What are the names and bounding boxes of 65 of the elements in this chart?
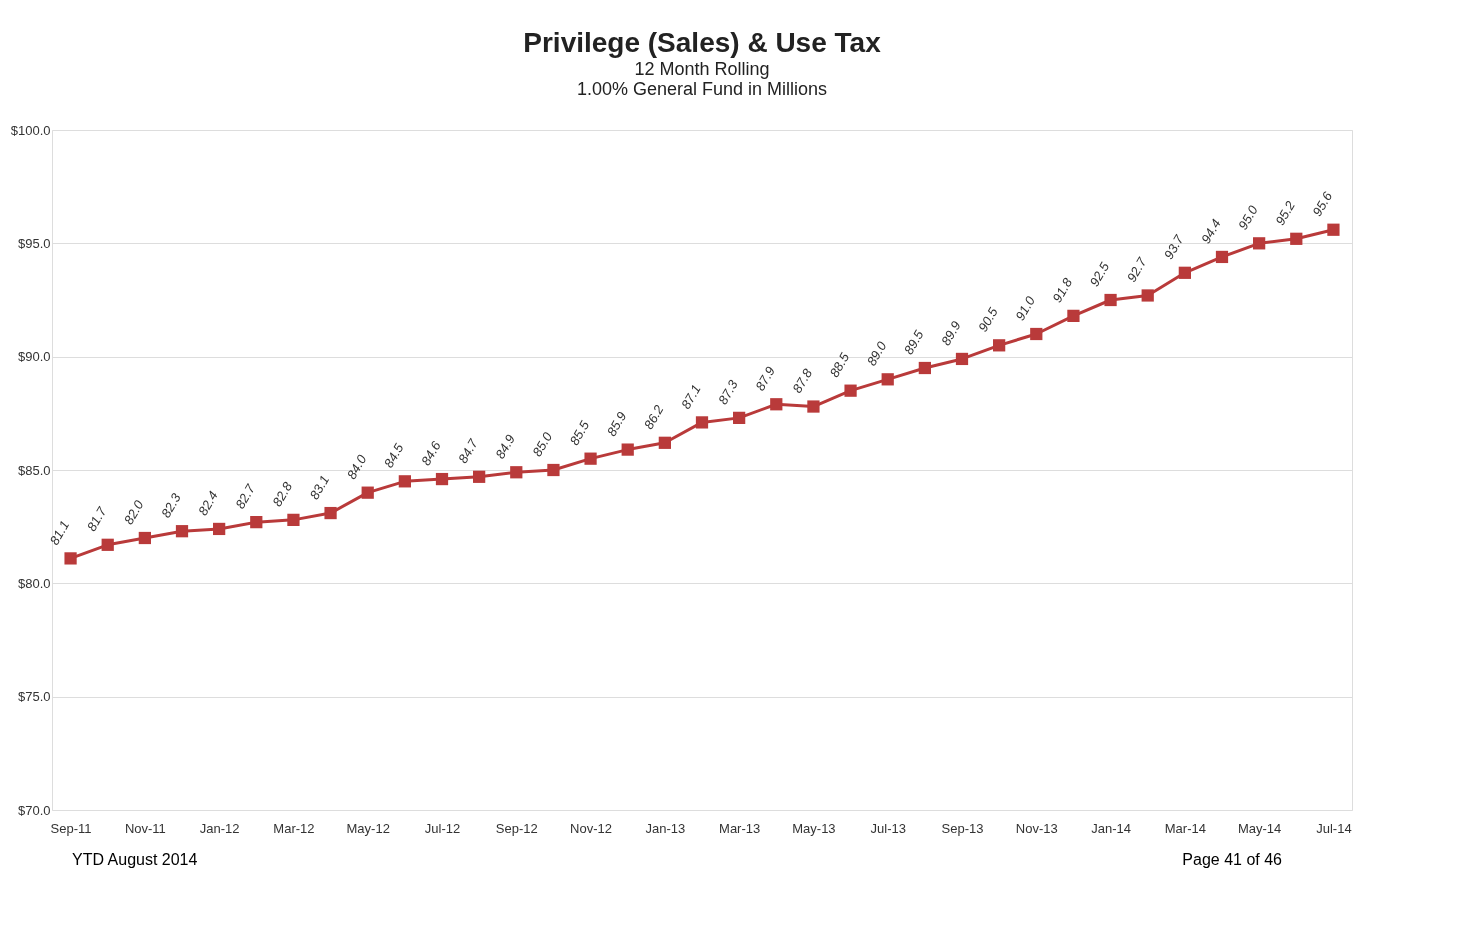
x-tick-label: Sep-12 bbox=[495, 820, 538, 836]
x-tick-label: Mar-13 bbox=[719, 820, 761, 836]
point bbox=[621, 443, 634, 456]
point bbox=[473, 470, 486, 483]
y-tick-label: $95.0 bbox=[17, 235, 51, 251]
x-tick-label: Sep-13 bbox=[941, 820, 984, 836]
x-tick-label: Jan-12 bbox=[199, 820, 240, 836]
point bbox=[1067, 309, 1080, 322]
text: 1.00% General Fund in Millions bbox=[576, 79, 828, 99]
x-tick-label: Sep-11 bbox=[50, 820, 92, 836]
x-tick-label: Mar-14 bbox=[1164, 820, 1206, 836]
x-tick-label: Nov-11 bbox=[124, 820, 166, 836]
y-tick-label: $70.0 bbox=[17, 802, 51, 818]
point bbox=[955, 352, 969, 366]
point bbox=[361, 486, 374, 499]
point bbox=[435, 472, 449, 486]
point bbox=[1290, 232, 1303, 245]
point bbox=[398, 475, 411, 488]
point bbox=[101, 538, 114, 551]
point bbox=[175, 525, 189, 538]
y-tick-label: $75.0 bbox=[17, 689, 51, 705]
point bbox=[1178, 266, 1191, 279]
x-tick-label: May-12 bbox=[346, 820, 390, 836]
point bbox=[881, 373, 894, 386]
x-tick-label: Mar-12 bbox=[273, 820, 315, 836]
point bbox=[1141, 289, 1154, 302]
point bbox=[1327, 223, 1340, 236]
y-tick-label: $90.0 bbox=[17, 349, 51, 365]
point bbox=[584, 452, 597, 465]
point bbox=[213, 522, 226, 536]
point bbox=[510, 466, 523, 479]
point bbox=[695, 416, 709, 429]
y-tick-label: $80.0 bbox=[17, 575, 51, 591]
point bbox=[324, 506, 337, 520]
point bbox=[1030, 327, 1043, 341]
point bbox=[138, 531, 151, 545]
chart-title: Privilege (Sales) & Use Tax bbox=[523, 27, 882, 58]
point bbox=[1104, 293, 1117, 307]
point bbox=[918, 361, 931, 375]
x-tick-label: May-13 bbox=[792, 820, 836, 836]
x-tick-label: Jul-14 bbox=[1316, 820, 1352, 836]
x-tick-label: Jul-13 bbox=[870, 820, 906, 836]
point bbox=[250, 516, 263, 529]
x-tick-label: Jan-14 bbox=[1091, 820, 1131, 836]
point bbox=[993, 339, 1006, 352]
point bbox=[807, 400, 820, 413]
text: 12 Month Rolling bbox=[634, 59, 770, 79]
point bbox=[1253, 237, 1266, 250]
point bbox=[64, 552, 77, 565]
point bbox=[844, 384, 857, 397]
point bbox=[658, 436, 671, 449]
x-tick-label: Jan-13 bbox=[645, 820, 686, 836]
y-tick-label: $100.0 bbox=[10, 122, 51, 138]
point bbox=[733, 411, 746, 424]
y-tick-label: $85.0 bbox=[17, 462, 51, 478]
x-tick-label: Nov-13 bbox=[1015, 820, 1058, 836]
point bbox=[547, 463, 560, 477]
x-tick-label: Jul-12 bbox=[424, 820, 461, 836]
x-tick-label: Nov-12 bbox=[570, 820, 613, 836]
point bbox=[1215, 250, 1229, 264]
point bbox=[770, 398, 783, 411]
point bbox=[287, 513, 300, 526]
text: YTD August 2014 bbox=[72, 851, 198, 868]
x-tick-label: May-14 bbox=[1237, 820, 1282, 836]
text: Page 41 of 46 bbox=[1182, 851, 1283, 868]
